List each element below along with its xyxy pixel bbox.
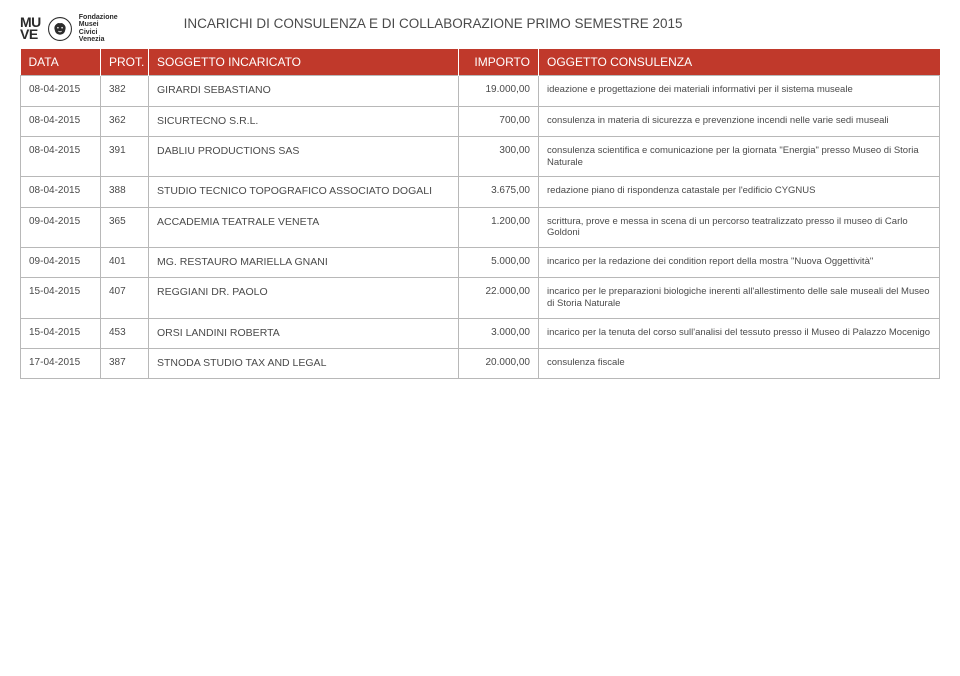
cell-data: 09-04-2015	[21, 207, 101, 248]
table-row: 09-04-2015365ACCADEMIA TEATRALE VENETA1.…	[21, 207, 940, 248]
cell-prot: 362	[101, 106, 149, 136]
table-row: 08-04-2015391DABLIU PRODUCTIONS SAS300,0…	[21, 136, 940, 177]
cell-data: 08-04-2015	[21, 106, 101, 136]
cell-importo: 300,00	[459, 136, 539, 177]
cell-soggetto: ORSI LANDINI ROBERTA	[149, 319, 459, 349]
cell-prot: 453	[101, 319, 149, 349]
cell-prot: 391	[101, 136, 149, 177]
brand-line: Venezia	[79, 36, 118, 43]
cell-importo: 1.200,00	[459, 207, 539, 248]
cell-data: 09-04-2015	[21, 248, 101, 278]
cell-soggetto: REGGIANI DR. PAOLO	[149, 278, 459, 319]
table-row: 09-04-2015401MG. RESTAURO MARIELLA GNANI…	[21, 248, 940, 278]
col-header-prot: PROT.	[101, 49, 149, 76]
cell-prot: 407	[101, 278, 149, 319]
cell-data: 15-04-2015	[21, 319, 101, 349]
cell-oggetto: consulenza scientifica e comunicazione p…	[539, 136, 940, 177]
logo-abbr: MU VE	[20, 17, 41, 41]
table-header-row: DATA PROT. SOGGETTO INCARICATO IMPORTO O…	[21, 49, 940, 76]
lion-icon	[47, 16, 73, 42]
cell-data: 17-04-2015	[21, 349, 101, 379]
cell-soggetto: ACCADEMIA TEATRALE VENETA	[149, 207, 459, 248]
table-row: 15-04-2015407REGGIANI DR. PAOLO22.000,00…	[21, 278, 940, 319]
table-body: 08-04-2015382GIRARDI SEBASTIANO19.000,00…	[21, 76, 940, 379]
cell-prot: 382	[101, 76, 149, 106]
cell-oggetto: scrittura, prove e messa in scena di un …	[539, 207, 940, 248]
col-header-data: DATA	[21, 49, 101, 76]
table-row: 08-04-2015362SICURTECNO S.R.L.700,00cons…	[21, 106, 940, 136]
logo-abbr-line2: VE	[20, 29, 41, 41]
cell-soggetto: STNODA STUDIO TAX AND LEGAL	[149, 349, 459, 379]
cell-prot: 365	[101, 207, 149, 248]
cell-oggetto: incarico per la tenuta del corso sull'an…	[539, 319, 940, 349]
brand-line: Fondazione	[79, 14, 118, 21]
col-header-importo: IMPORTO	[459, 49, 539, 76]
cell-oggetto: incarico per la redazione dei condition …	[539, 248, 940, 278]
cell-oggetto: consulenza in materia di sicurezza e pre…	[539, 106, 940, 136]
cell-soggetto: GIRARDI SEBASTIANO	[149, 76, 459, 106]
cell-soggetto: SICURTECNO S.R.L.	[149, 106, 459, 136]
cell-soggetto: MG. RESTAURO MARIELLA GNANI	[149, 248, 459, 278]
table-row: 08-04-2015382GIRARDI SEBASTIANO19.000,00…	[21, 76, 940, 106]
cell-importo: 19.000,00	[459, 76, 539, 106]
cell-oggetto: ideazione e progettazione dei materiali …	[539, 76, 940, 106]
cell-data: 08-04-2015	[21, 136, 101, 177]
cell-importo: 22.000,00	[459, 278, 539, 319]
table-row: 17-04-2015387STNODA STUDIO TAX AND LEGAL…	[21, 349, 940, 379]
cell-importo: 5.000,00	[459, 248, 539, 278]
table-row: 08-04-2015388STUDIO TECNICO TOPOGRAFICO …	[21, 177, 940, 207]
logo-brand-text: Fondazione Musei Civici Venezia	[79, 14, 118, 43]
cell-prot: 388	[101, 177, 149, 207]
table-row: 15-04-2015453ORSI LANDINI ROBERTA3.000,0…	[21, 319, 940, 349]
logo: MU VE Fondazione Musei Civici Venezia	[20, 14, 118, 43]
cell-importo: 700,00	[459, 106, 539, 136]
cell-data: 08-04-2015	[21, 177, 101, 207]
cell-oggetto: consulenza fiscale	[539, 349, 940, 379]
cell-prot: 401	[101, 248, 149, 278]
consulenza-table: DATA PROT. SOGGETTO INCARICATO IMPORTO O…	[20, 49, 940, 379]
col-header-oggetto: OGGETTO CONSULENZA	[539, 49, 940, 76]
page-title: INCARICHI DI CONSULENZA E DI COLLABORAZI…	[118, 14, 940, 31]
cell-data: 08-04-2015	[21, 76, 101, 106]
cell-oggetto: redazione piano di rispondenza catastale…	[539, 177, 940, 207]
cell-importo: 3.675,00	[459, 177, 539, 207]
brand-line: Civici	[79, 29, 118, 36]
cell-oggetto: incarico per le preparazioni biologiche …	[539, 278, 940, 319]
cell-soggetto: DABLIU PRODUCTIONS SAS	[149, 136, 459, 177]
cell-importo: 20.000,00	[459, 349, 539, 379]
cell-importo: 3.000,00	[459, 319, 539, 349]
col-header-soggetto: SOGGETTO INCARICATO	[149, 49, 459, 76]
brand-line: Musei	[79, 21, 118, 28]
cell-prot: 387	[101, 349, 149, 379]
cell-data: 15-04-2015	[21, 278, 101, 319]
cell-soggetto: STUDIO TECNICO TOPOGRAFICO ASSOCIATO DOG…	[149, 177, 459, 207]
header: MU VE Fondazione Musei Civici Venezia IN…	[20, 14, 940, 43]
